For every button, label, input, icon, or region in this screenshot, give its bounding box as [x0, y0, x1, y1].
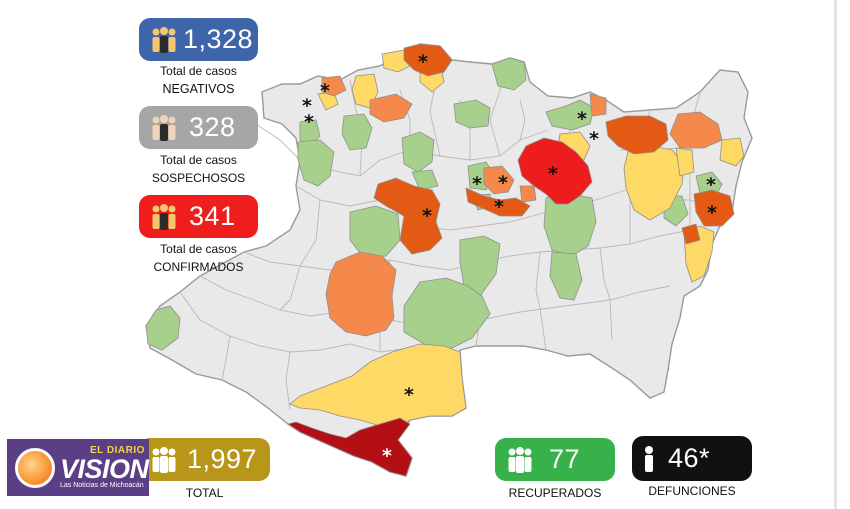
sospechosos-caption-1: Total de casos [160, 153, 237, 167]
negativos-value: 1,328 [183, 24, 254, 54]
case-marker: * [422, 205, 432, 227]
case-marker: * [382, 445, 392, 467]
negativos-badge: 1,328 [139, 18, 258, 61]
red-municipalities [517, 137, 593, 205]
case-marker: * [494, 196, 504, 218]
case-marker: * [472, 173, 482, 195]
confirmados-value: 341 [189, 201, 236, 231]
case-marker: * [577, 108, 587, 130]
logo-circle-icon [15, 447, 55, 488]
case-marker: * [707, 202, 717, 224]
people-icon [149, 114, 179, 142]
confirmados-badge: 341 [139, 195, 258, 238]
case-marker: * [304, 111, 314, 133]
recuperados-caption: RECUPERADOS [508, 486, 602, 500]
green-municipalities [145, 57, 723, 351]
yellow-municipalities [289, 49, 745, 429]
darkred-municipalities [287, 417, 413, 477]
case-marker: * [404, 384, 414, 406]
people-icon [149, 446, 179, 474]
case-marker: * [302, 95, 312, 117]
defunciones-value: 46* [668, 443, 711, 473]
total-value: 1,997 [187, 444, 258, 474]
case-markers: **** *** *** ***** [302, 51, 717, 467]
case-marker: * [418, 51, 428, 73]
defunciones-caption: DEFUNCIONES [648, 484, 736, 498]
orange-municipalities [321, 75, 723, 337]
negativos-caption-2: NEGATIVOS [162, 82, 235, 96]
confirmados-caption-1: Total de casos [160, 242, 237, 256]
logo-main-text: VISION [60, 454, 149, 484]
people-icon [505, 446, 535, 474]
recuperados-value: 77 [549, 444, 581, 474]
total-caption: TOTAL [185, 486, 224, 500]
page-edge-divider [834, 0, 837, 509]
confirmados-caption-2: CONFIRMADOS [153, 260, 244, 274]
defunciones-badge: 46* [632, 436, 752, 481]
case-marker: * [589, 128, 599, 150]
total-badge: 1,997 [139, 438, 270, 481]
person-icon [642, 445, 656, 473]
negativos-caption-1: Total de casos [160, 64, 237, 78]
recuperados-badge: 77 [495, 438, 615, 481]
case-marker: * [548, 163, 558, 185]
darkorange-municipalities [373, 43, 735, 255]
case-marker: * [706, 174, 716, 196]
sospechosos-badge: 328 [139, 106, 258, 149]
logo-top-text: EL DIARIO [90, 445, 145, 456]
logo-sub-text: Las Noticias de Michoacán [60, 482, 144, 489]
people-icon [149, 26, 179, 54]
case-marker: * [498, 172, 508, 194]
el-diario-vision-logo: EL DIARIO VISION Las Noticias de Michoac… [7, 439, 149, 496]
sospechosos-caption-2: SOSPECHOSOS [151, 171, 246, 185]
people-icon [149, 203, 179, 231]
sospechosos-value: 328 [189, 112, 236, 142]
case-marker: * [320, 80, 330, 102]
